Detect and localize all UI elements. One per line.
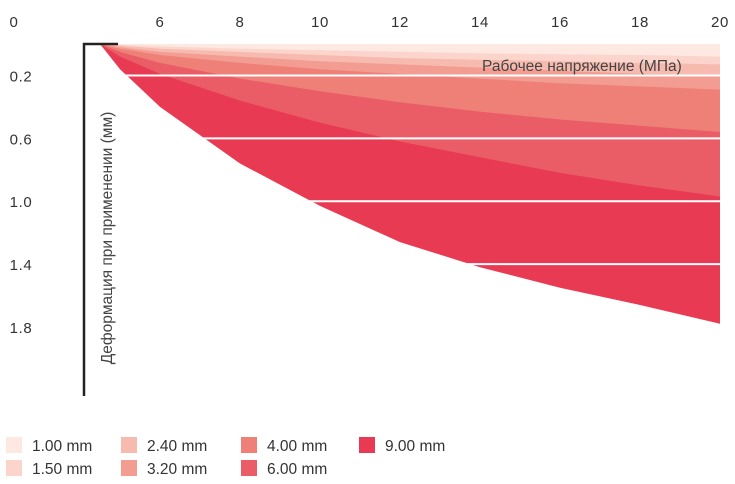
legend-label: 2.40 mm [147,438,207,455]
y-tick-label: 0.2 [10,68,33,85]
y-axis-title: Деформация при применении (мм) [99,112,116,365]
x-tick-label: 12 [391,14,409,31]
legend-swatch [121,437,137,453]
legend-label: 1.50 mm [32,461,92,478]
x-tick-label: 20 [711,14,729,31]
x-tick-label: 14 [471,14,489,31]
legend-label: 9.00 mm [385,438,445,455]
legend-label: 6.00 mm [267,461,327,478]
legend-swatch [121,460,137,476]
legend-item-1-50-mm: 1.50 mm [6,460,92,478]
legend-item-9-00-mm: 9.00 mm [359,437,445,455]
area-series-1-00-mm [100,44,720,57]
x-tick-label: 6 [156,14,165,31]
legend-swatch [241,460,257,476]
legend-label: 4.00 mm [267,438,327,455]
legend-item-2-40-mm: 2.40 mm [121,437,207,455]
legend-label: 3.20 mm [147,461,207,478]
legend-label: 1.00 mm [32,438,92,455]
legend-item-6-00-mm: 6.00 mm [241,460,327,478]
legend-swatch [6,437,22,453]
legend: 1.00 mm 2.40 mm 4.00 mm 9.00 mm 1.50 mm 3.20 … [6,437,445,478]
y-tick-label: 1.4 [10,257,33,274]
x-tick-label: 16 [551,14,569,31]
area-layers [100,44,720,324]
legend-swatch [359,437,375,453]
gridlines [84,74,728,328]
x-tick-label: 8 [236,14,245,31]
y-tick-label: 0.6 [10,131,33,148]
y-tick-label: 1.0 [10,194,33,211]
legend-swatch [241,437,257,453]
legend-item-1-00-mm: 1.00 mm [6,437,92,455]
legend-item-3-20-mm: 3.20 mm [121,460,207,478]
y-tick-label: 1.8 [10,320,33,337]
x-tick-label: 18 [631,14,649,31]
x-axis-title: Рабочее напряжение (МПа) [482,58,682,75]
x-tick-label: 0 [10,14,19,31]
x-tick-label: 10 [311,14,329,31]
legend-swatch [6,460,22,476]
legend-item-4-00-mm: 4.00 mm [241,437,327,455]
